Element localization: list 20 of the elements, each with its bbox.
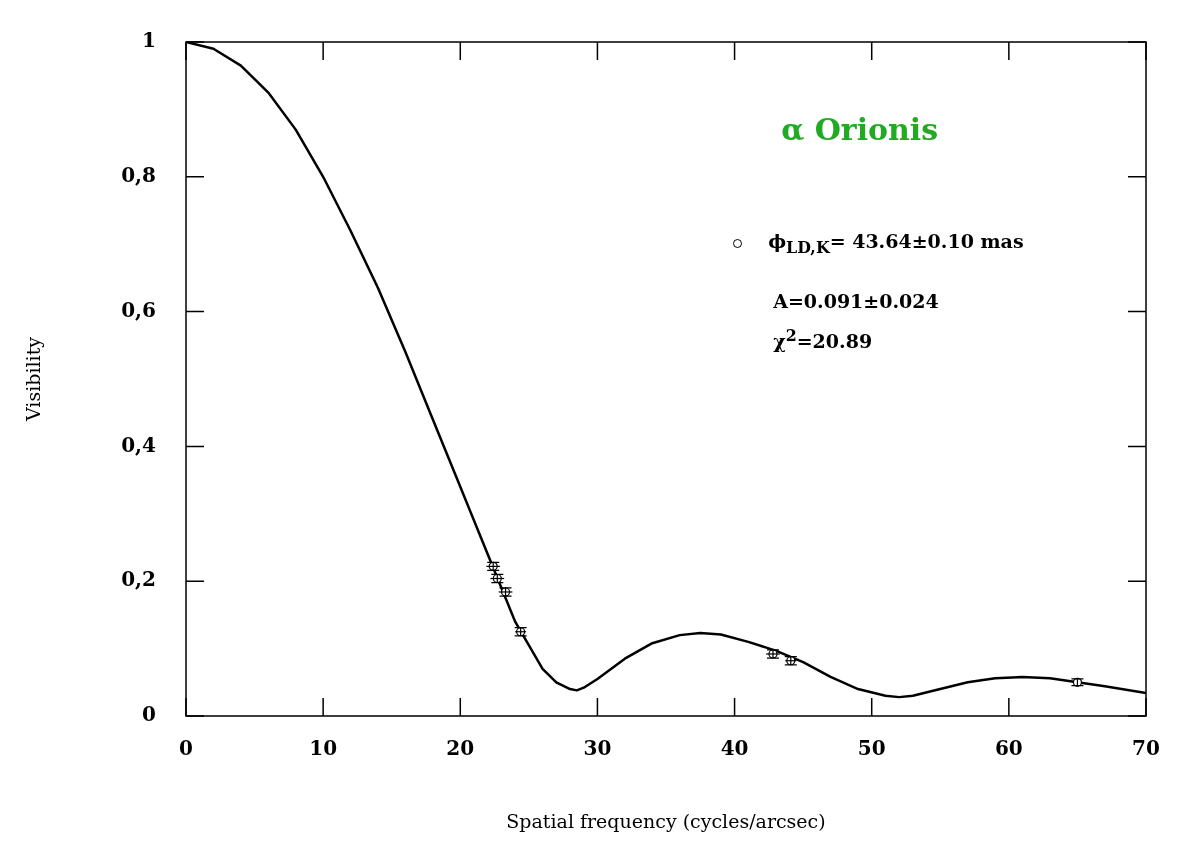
annotation: A=0.091±0.024: [773, 290, 939, 312]
legend-label: ϕ$_{LD,K}$= 43.64±0.10 mas: [768, 230, 1024, 257]
y-tick-label: 1: [142, 28, 156, 53]
y-axis-title: Visibility: [22, 336, 45, 423]
annotation: χ$^{2}$=20.89: [773, 326, 873, 353]
x-tick-label: 10: [309, 736, 338, 761]
y-tick-label: 0,4: [121, 432, 157, 457]
x-tick-label: 70: [1132, 736, 1160, 761]
x-tick-label: 0: [179, 736, 193, 761]
x-axis-title: Spatial frequency (cycles/arcsec): [506, 809, 826, 832]
x-tick-label: 60: [994, 736, 1023, 761]
x-tick-label: 20: [446, 736, 475, 761]
y-tick-label: 0: [142, 702, 156, 727]
x-tick-label: 30: [583, 736, 612, 761]
text: α Orionis: [781, 112, 939, 147]
y-tick-label: 0,8: [121, 163, 156, 187]
y-tick-label: 0,6: [121, 297, 156, 322]
y-tick-label: 0,2: [121, 567, 156, 592]
x-tick-label: 50: [857, 736, 886, 761]
x-tick-label: 40: [720, 736, 749, 761]
